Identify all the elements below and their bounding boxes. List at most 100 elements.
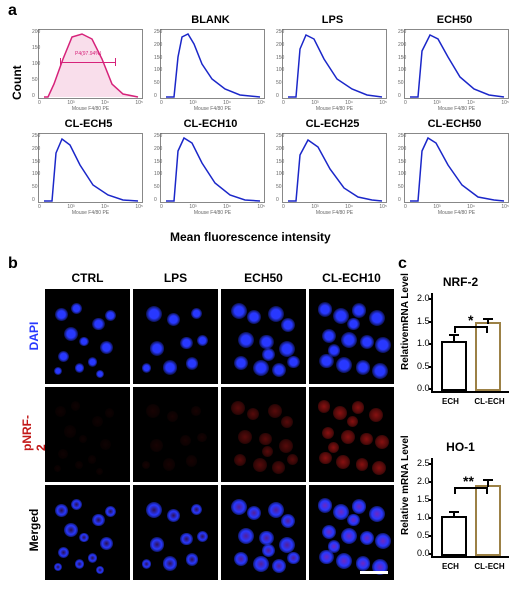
- cell-dot: [71, 499, 82, 510]
- cell-dot: [58, 547, 69, 558]
- cell-dot: [369, 506, 385, 522]
- cell-dot: [372, 461, 386, 475]
- cell-dot: [100, 537, 113, 550]
- cell-dot: [259, 335, 273, 349]
- chart-title: NRF-2: [403, 275, 518, 289]
- histogram: P4(97.94%) 200150100500 010³10⁴10⁵ Mouse…: [30, 16, 147, 111]
- cell-dot: [336, 553, 352, 569]
- cell-dot: [64, 523, 78, 537]
- cell-dot: [272, 461, 285, 474]
- cell-dot: [347, 416, 358, 427]
- col-label: CL-ECH10: [309, 271, 394, 285]
- histogram-yticks: 250200150100500: [398, 29, 406, 99]
- microscopy-image: [309, 485, 394, 580]
- cell-dot: [71, 303, 82, 314]
- cell-dot: [163, 360, 177, 374]
- microscopy-image: [45, 387, 130, 482]
- histogram-curve: [38, 133, 143, 203]
- histogram-axis-label: Mouse F4/80 PE: [160, 210, 265, 216]
- histogram-yticks: 250200150100500: [276, 29, 284, 99]
- histogram: CL-ECH10 250200150100500 010³10⁴10⁵ Mous…: [152, 120, 269, 215]
- cell-dot: [262, 544, 275, 557]
- error-cap: [449, 511, 459, 513]
- cell-dot: [318, 400, 331, 413]
- cell-dot: [360, 335, 374, 349]
- cell-dot: [191, 504, 202, 515]
- cell-dot: [238, 430, 252, 444]
- cell-dot: [262, 446, 273, 457]
- cell-dot: [88, 553, 98, 563]
- cell-dot: [328, 344, 341, 357]
- cell-dot: [347, 318, 360, 331]
- cell-dot: [360, 531, 374, 545]
- bar-chart: NRF-2 RelativemRNA Level 2.01.51.00.50.0…: [403, 275, 518, 425]
- cell-dot: [150, 341, 164, 355]
- cell-dot: [54, 563, 62, 571]
- cell-dot: [105, 408, 115, 418]
- cell-dot: [360, 433, 373, 446]
- cell-dot: [347, 514, 360, 527]
- cell-dot: [146, 306, 162, 322]
- panel-a: a Count Mean fluorescence intensity P4(9…: [0, 0, 521, 250]
- cell-dot: [96, 566, 104, 574]
- cell-dot: [58, 449, 68, 459]
- cell-dot: [259, 531, 273, 545]
- cell-dot: [268, 502, 284, 518]
- cell-dot: [79, 337, 89, 347]
- cell-dot: [272, 363, 286, 377]
- histogram-axis-label: Mouse F4/80 PE: [282, 210, 387, 216]
- microscopy-image: [221, 485, 306, 580]
- panel-b-row-labels: DAPIpNRF-2Merged: [24, 289, 44, 580]
- histogram-yticks: 250200150100500: [32, 133, 40, 203]
- cell-dot: [231, 401, 245, 415]
- error-cap: [483, 318, 493, 320]
- cell-dot: [197, 531, 208, 542]
- histogram-row-1: P4(97.94%) 200150100500 010³10⁴10⁵ Mouse…: [30, 16, 513, 111]
- cell-dot: [356, 360, 370, 374]
- cell-dot: [322, 427, 335, 440]
- cell-dot: [341, 332, 357, 348]
- panel-b-grid: [45, 289, 394, 580]
- cell-dot: [64, 327, 78, 341]
- cell-dot: [281, 416, 294, 429]
- cell-dot: [328, 540, 341, 553]
- histogram-curve: [282, 29, 387, 99]
- cell-dot: [369, 310, 385, 326]
- microscopy-image: [45, 289, 130, 384]
- cell-dot: [287, 552, 300, 565]
- cell-dot: [71, 401, 81, 411]
- cell-dot: [336, 357, 352, 373]
- microscopy-image: [309, 289, 394, 384]
- cell-dot: [234, 454, 247, 467]
- cell-dot: [262, 348, 275, 361]
- cell-dot: [341, 528, 357, 544]
- cell-dot: [54, 367, 62, 375]
- cell-dot: [279, 341, 295, 357]
- cell-dot: [234, 356, 248, 370]
- cell-dot: [318, 498, 332, 512]
- panel-b-label: b: [8, 255, 18, 273]
- cell-dot: [197, 335, 208, 346]
- histogram-curve: [160, 133, 265, 203]
- cell-dot: [352, 401, 365, 414]
- histogram-title: CL-ECH50: [396, 118, 513, 130]
- histogram: BLANK 250200150100500 010³10⁴10⁵ Mouse F…: [152, 16, 269, 111]
- col-label: ECH50: [221, 271, 306, 285]
- microscopy-image: [133, 289, 218, 384]
- cell-dot: [180, 435, 191, 446]
- chart-x-labels: ECHCL-ECH: [431, 562, 509, 571]
- cell-dot: [186, 455, 197, 466]
- histogram-title: BLANK: [152, 14, 269, 26]
- cell-dot: [96, 370, 104, 378]
- cell-dot: [318, 302, 332, 316]
- cell-dot: [100, 439, 111, 450]
- cell-dot: [356, 458, 369, 471]
- histogram: LPS 250200150100500 010³10⁴10⁵ Mouse F4/…: [274, 16, 391, 111]
- chart-axes: *: [431, 293, 509, 393]
- error-cap: [449, 334, 459, 336]
- cell-dot: [197, 433, 207, 443]
- histogram-yticks: 250200150100500: [276, 133, 284, 203]
- cell-dot: [55, 308, 68, 321]
- cell-dot: [186, 357, 199, 370]
- cell-dot: [163, 458, 176, 471]
